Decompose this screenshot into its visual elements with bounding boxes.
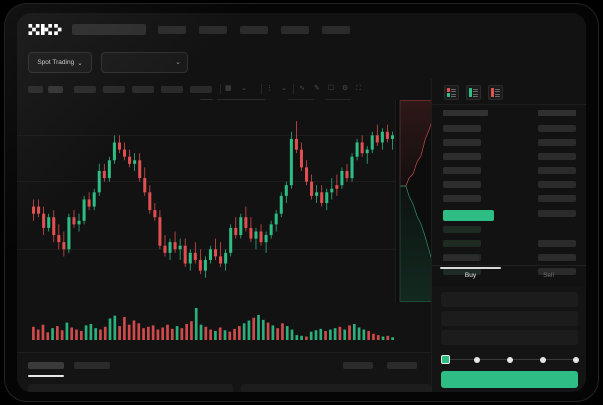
orders-bottom-panel [17,352,431,392]
timeframe-button-6[interactable] [190,86,212,93]
orderbook-column-header-price [443,110,488,116]
fullscreen-icon[interactable]: ⛶ [356,85,361,92]
sidebar-divider [432,104,586,105]
nav-item-1[interactable] [199,26,227,34]
order-book[interactable] [432,105,586,275]
bottom-tab-active-underline [28,375,64,377]
orderbook-ask-row[interactable] [443,153,481,160]
orderbook-ask-row[interactable] [443,167,481,174]
indicator-icon[interactable]: ⋮ [266,85,273,92]
orderbook-ask-size [538,153,576,160]
bottom-tab-1[interactable] [74,362,110,369]
timeframe-button-3[interactable] [103,86,125,93]
chevron-down-icon: ⌄ [77,59,83,67]
order-amount-field[interactable] [441,311,578,326]
orderbook-ask-row[interactable] [443,139,481,146]
market-header-bar: Spot Trading ⌄ ⌄ [17,45,586,111]
amount-slider-handle[interactable] [441,355,450,364]
orderbook-column-header-size [538,110,576,116]
toolbar-divider [261,84,262,94]
toolbar-divider [293,84,294,94]
camera-icon[interactable]: ☐ [328,85,335,92]
app-screen: Spot Trading ⌄ ⌄ [17,13,586,392]
top-navigation-bar [17,13,586,45]
orderbook-ask-size [538,125,576,132]
trade-tab-active-underline [440,267,501,269]
bottom-action-0[interactable] [343,362,373,369]
line-chart-icon[interactable]: ∿ [299,85,305,92]
tablet-device-frame: Spot Trading ⌄ ⌄ [5,4,598,401]
settings-icon[interactable]: ⚙ [342,85,349,92]
nav-item-3[interactable] [281,26,309,34]
orderbook-footer-right[interactable] [540,255,576,261]
tab-buy[interactable]: Buy [464,272,477,279]
orderbook-mode-asks-icon[interactable] [488,85,503,100]
trading-mode-select[interactable]: Spot Trading ⌄ [28,52,92,73]
orderbook-ask-size [538,195,576,202]
timeframe-button-1[interactable] [48,86,63,93]
nav-item-2[interactable] [240,26,268,34]
nav-item-0[interactable] [158,26,186,34]
amount-slider-step-25[interactable] [474,356,480,363]
orders-placeholder-left [28,384,233,392]
tab-sell[interactable]: Sell [543,272,554,279]
amount-slider-step-50[interactable] [507,356,513,363]
orders-placeholder-right [241,384,431,392]
chevron-down-icon[interactable]: ⌄ [241,85,247,92]
amount-slider-step-100[interactable] [573,356,579,363]
trading-pair-select[interactable]: ⌄ [101,52,188,73]
volume-chart-canvas [32,308,394,340]
right-sidebar: Buy Sell [431,79,586,392]
orderbook-ask-row[interactable] [443,181,481,188]
timeframe-button-4[interactable] [132,86,154,93]
order-price-field[interactable] [441,292,578,307]
candles-icon[interactable]: ▦ [225,85,232,92]
toolbar-divider [220,84,221,94]
order-total-field[interactable] [441,330,578,345]
search-input[interactable] [72,24,146,35]
bottom-tab-0[interactable] [28,362,64,369]
orderbook-bid-row[interactable] [443,240,481,247]
orderbook-bid-size [538,268,576,275]
orderbook-last-price [443,210,494,221]
buy-submit-button[interactable] [441,371,578,388]
bottom-action-1[interactable] [387,362,417,369]
nav-item-4[interactable] [322,26,350,34]
orderbook-ask-size [538,181,576,188]
okx-logo-icon[interactable] [28,24,62,35]
chart-toolbar: ▦ ⌄ ⋮ ⌄ ∿ ✎ ☐ ⚙ ⛶ [17,79,431,166]
orderbook-bid-row[interactable] [443,226,481,233]
orderbook-footer-left[interactable] [443,255,479,261]
trade-side-tabs: Buy Sell [432,265,586,288]
timeframe-button-5[interactable] [161,86,183,93]
orderbook-ask-size [538,167,576,174]
timeframe-button-2[interactable] [74,86,96,93]
orderbook-ask-row[interactable] [443,125,481,132]
depth-chart-canvas [399,99,442,303]
timeframe-button-0[interactable] [28,86,43,93]
volume-histogram [17,302,431,352]
trading-mode-label: Spot Trading [37,59,75,66]
amount-slider-step-75[interactable] [540,356,546,363]
orderbook-ask-size [538,139,576,146]
orderbook-display-modes [444,85,503,100]
orderbook-mode-bids-icon[interactable] [466,85,481,100]
orderbook-last-size [538,210,576,217]
orderbook-bid-size [538,240,576,247]
orderbook-ask-row[interactable] [443,195,481,202]
orderbook-mode-both-icon[interactable] [444,85,459,100]
chevron-down-icon[interactable]: ⌄ [281,85,287,92]
pencil-icon[interactable]: ✎ [314,85,320,92]
chevron-down-icon: ⌄ [175,59,181,66]
order-entry-form [432,287,586,392]
candlestick-chart-canvas [17,121,399,278]
candlestick-chart[interactable] [17,100,431,302]
orderbook-bid-row[interactable] [443,268,481,275]
